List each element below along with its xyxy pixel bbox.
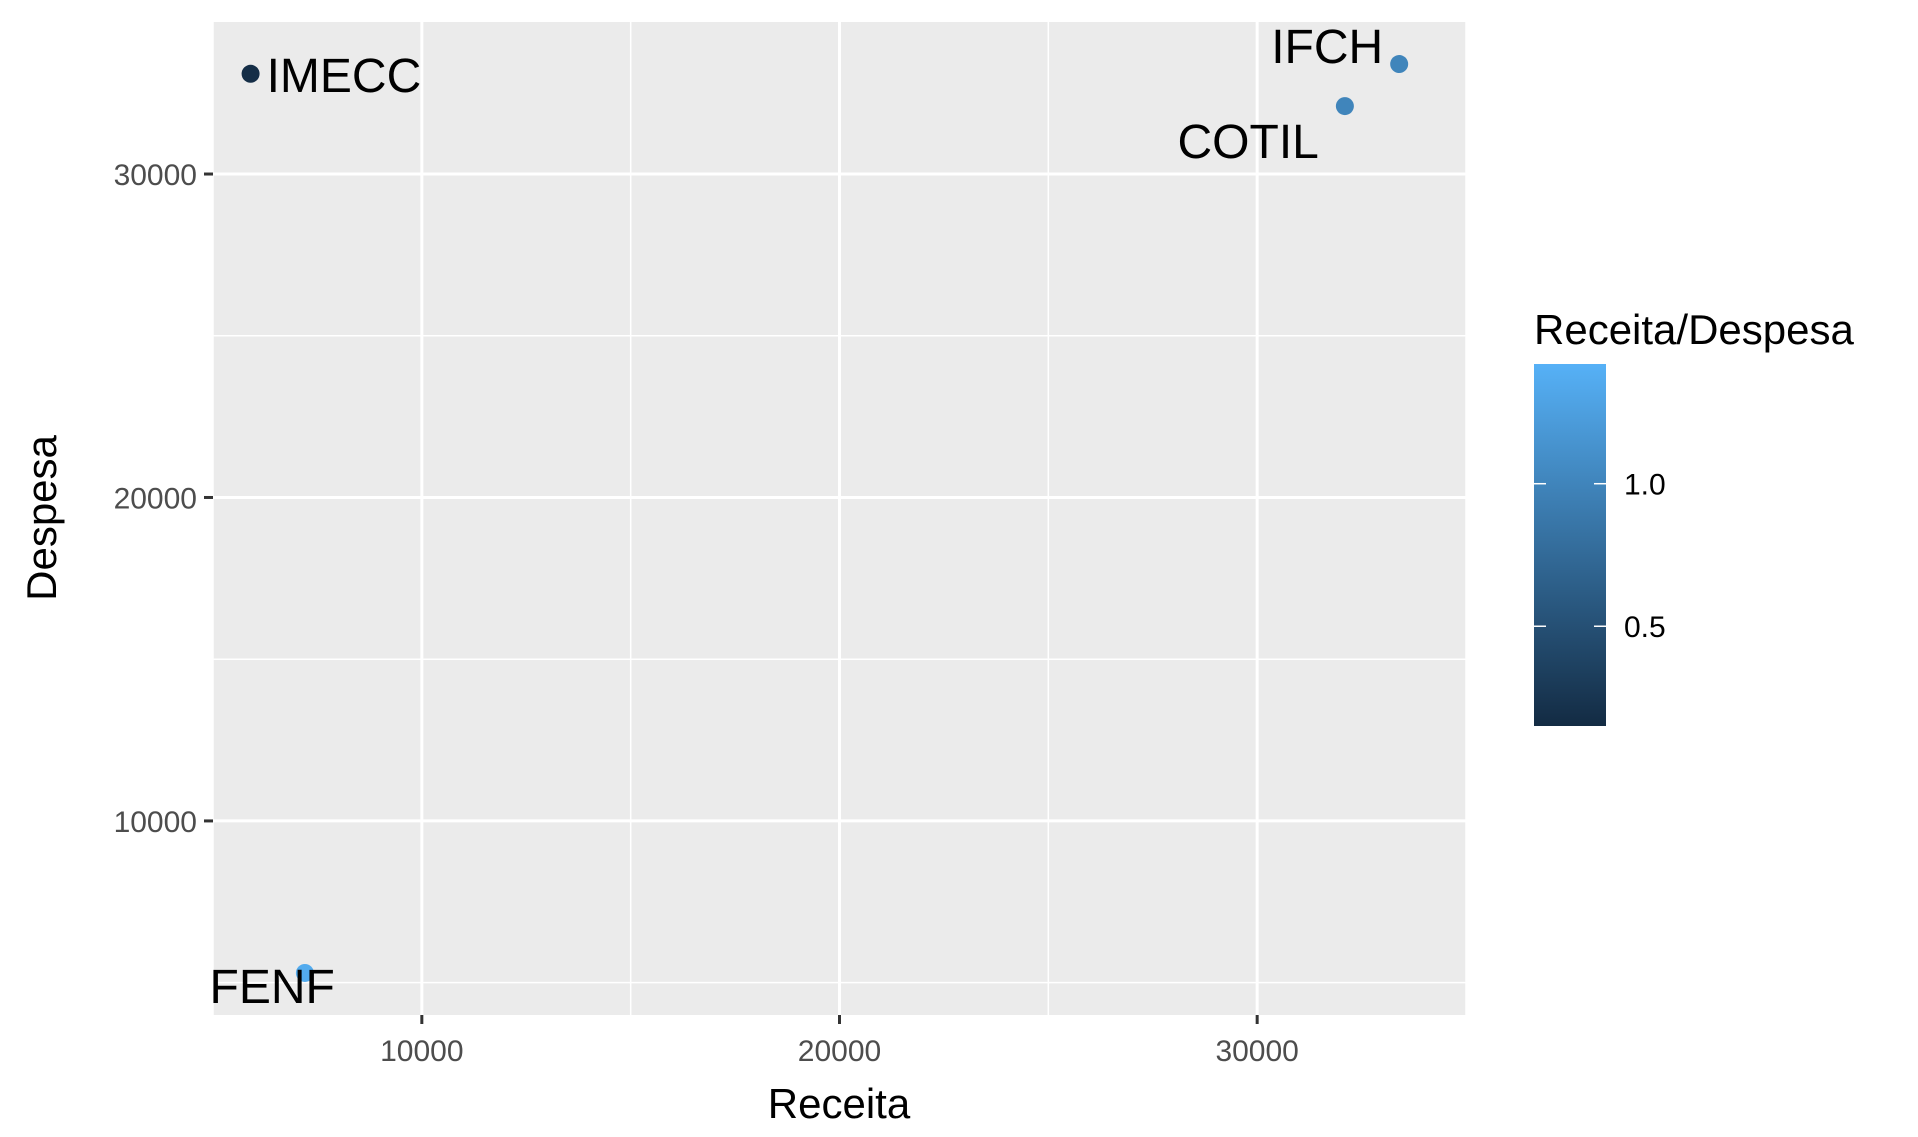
colorbar [1534, 364, 1606, 726]
y-tick-label: 30000 [114, 159, 197, 192]
x-axis: 10000 20000 30000 [380, 1015, 1299, 1068]
point-label: COTIL [1178, 116, 1319, 169]
colorbar-ticks: 0.5 1.0 [1534, 469, 1666, 644]
data-point [1390, 55, 1409, 74]
grid-major [213, 22, 1466, 1015]
legend-title: Receita/Despesa [1534, 306, 1854, 353]
colorbar-tick-label: 0.5 [1624, 611, 1666, 644]
point-label: FENF [210, 961, 335, 1014]
data-point [1335, 97, 1354, 116]
y-axis-title: Despesa [18, 434, 65, 600]
x-axis-title: Receita [768, 1080, 911, 1127]
x-tick-label: 10000 [380, 1035, 463, 1068]
data-point [241, 64, 260, 83]
legend: Receita/Despesa 0.5 1.0 [1534, 306, 1854, 726]
y-axis: 10000 20000 30000 [114, 159, 213, 839]
data-point [295, 963, 314, 982]
x-tick-label: 30000 [1215, 1035, 1298, 1068]
point-label: IMECC [267, 50, 422, 103]
point-labels: IMECC IFCH COTIL FENF [210, 21, 1384, 1014]
colorbar-tick-label: 1.0 [1624, 469, 1666, 502]
data-points [241, 55, 1409, 982]
y-tick-label: 10000 [114, 806, 197, 839]
y-tick-label: 20000 [114, 482, 197, 515]
point-label: IFCH [1271, 21, 1383, 74]
x-tick-label: 20000 [798, 1035, 881, 1068]
